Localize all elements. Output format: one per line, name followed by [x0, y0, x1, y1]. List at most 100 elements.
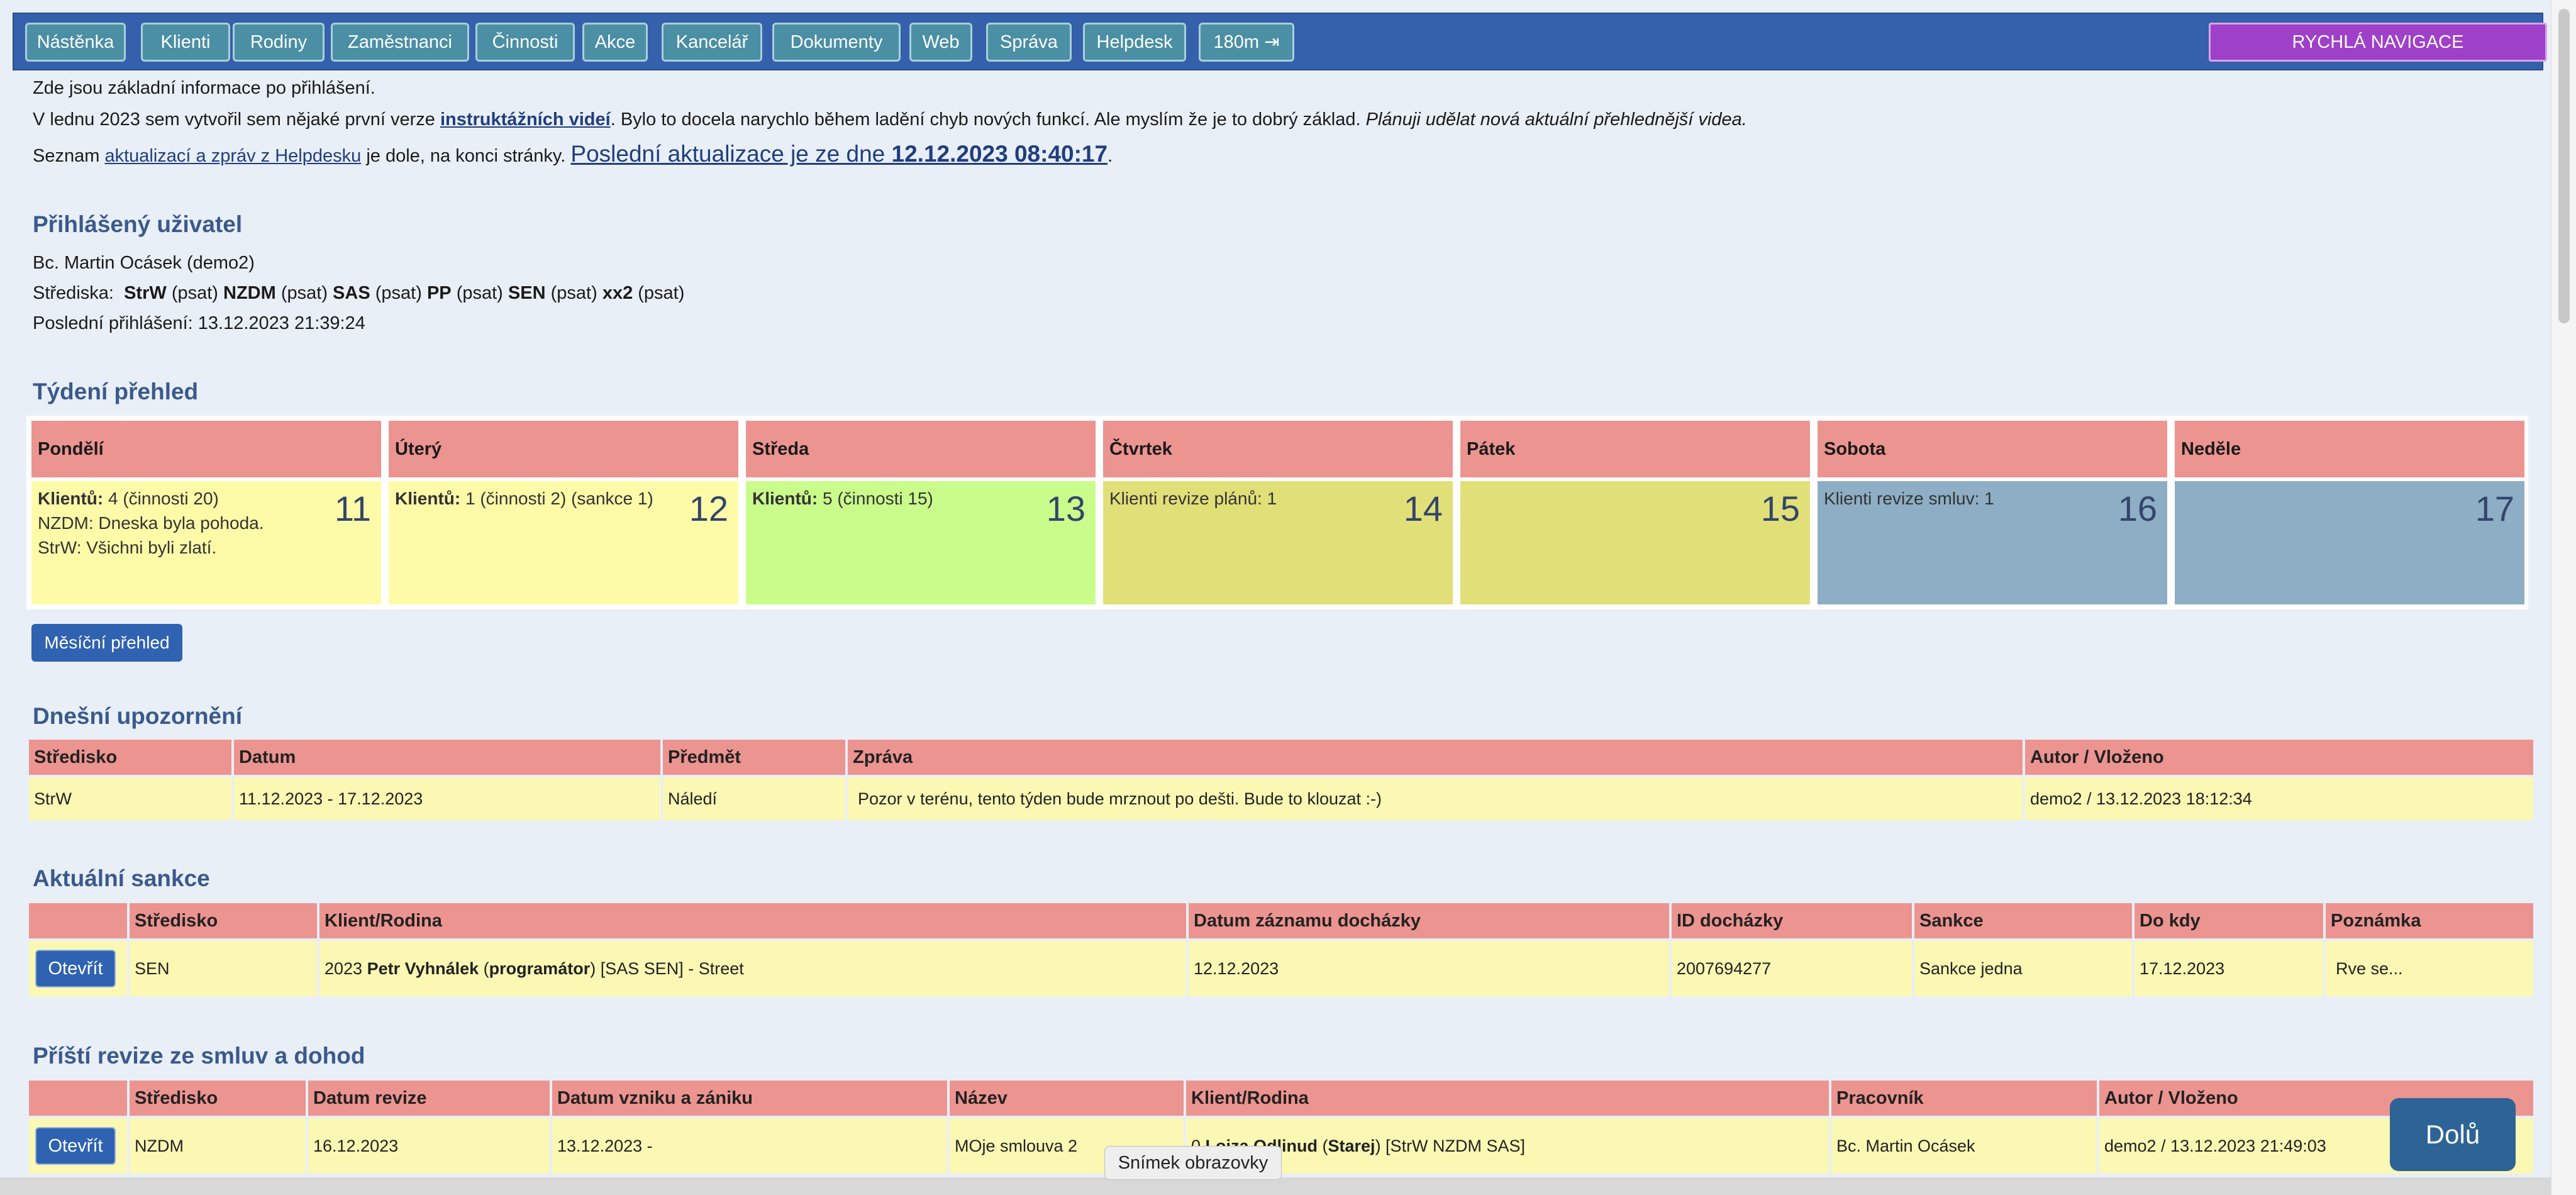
day-header: Neděle — [2175, 421, 2524, 477]
helpdesk-updates-link[interactable]: aktualizací a zpráv z Helpdesku — [104, 146, 362, 166]
col-stredisko: Středisko — [130, 903, 317, 938]
col-predmet: Předmět — [663, 740, 845, 775]
day-note: Klienti revize plánů: 1 — [1109, 489, 1277, 508]
revisions-heading: Příští revize ze smluv a dohod — [33, 1043, 365, 1069]
screenshot-tooltip: Snímek obrazovky — [1104, 1146, 1282, 1180]
top-navbar: Nástěnka Klienti Rodiny Zaměstnanci Činn… — [13, 13, 2547, 70]
col-do-kdy: Do kdy — [2135, 903, 2323, 938]
day-cell[interactable]: Klientů: 5 (činnosti 15) 13 — [746, 481, 1096, 604]
day-note: Klienti revize smluv: 1 — [1824, 489, 1994, 508]
videos-link[interactable]: instruktážních videí — [440, 109, 611, 130]
cell-centre: StrW — [29, 777, 231, 820]
cell-attendance-date: 12.12.2023 — [1189, 941, 1669, 996]
revisions-table: Středisko Datum revize Datum vzniku a zá… — [26, 1078, 2536, 1176]
col-zprava: Zpráva — [848, 740, 2023, 775]
cell-client: 2023 Petr Vyhnálek (programátor) [SAS SE… — [319, 941, 1186, 996]
col-sankce: Sankce — [1914, 903, 2132, 938]
cell-centre: NZDM — [130, 1118, 306, 1174]
col-poznamka: Poznámka — [2326, 903, 2533, 938]
monthly-overview-button[interactable]: Měsíční přehled — [31, 624, 182, 662]
day-header: Sobota — [1818, 421, 2167, 477]
day-note: StrW: Všichni byli zlatí. — [38, 538, 217, 557]
cell-range: 13.12.2023 - — [552, 1118, 947, 1174]
nav-helpdesk[interactable]: Helpdesk — [1083, 23, 1186, 62]
vertical-scrollbar[interactable] — [2551, 0, 2576, 1195]
week-overview-heading: Týdení přehled — [33, 379, 199, 404]
quick-navigation-button[interactable]: RYCHLÁ NAVIGACE — [2209, 23, 2547, 62]
nav-logout-timer[interactable]: 180m ⇥ — [1199, 23, 1294, 62]
col-stredisko: Středisko — [130, 1081, 306, 1116]
sanctions-heading: Aktuální sankce — [33, 865, 210, 891]
day-cell[interactable]: 17 — [2175, 481, 2524, 604]
nav-zamestnanci[interactable]: Zaměstnanci — [331, 23, 469, 62]
day-number: 16 — [2118, 489, 2157, 528]
alerts-table: Středisko Datum Předmět Zpráva Autor / V… — [26, 737, 2536, 823]
alerts-heading: Dnešní upozornění — [33, 703, 242, 729]
col-datum-vzniku: Datum vzniku a zániku — [552, 1081, 947, 1116]
nav-kancelar[interactable]: Kancelář — [662, 23, 762, 62]
intro-line-1: Zde jsou základní informace po přihlášen… — [33, 78, 375, 98]
col-pracovnik: Pracovník — [1831, 1081, 2097, 1116]
cell-message: Pozor v terénu, tento týden bude mrznout… — [848, 777, 2023, 820]
nav-nastenka[interactable]: Nástěnka — [25, 23, 126, 62]
day-header: Středa — [746, 421, 1096, 477]
scrollbar-thumb[interactable] — [2558, 9, 2570, 323]
nav-sprava[interactable]: Správa — [986, 23, 1072, 62]
table-row: StrW 11.12.2023 - 17.12.2023 Náledí Pozo… — [29, 777, 2533, 820]
col-datum: Datum — [234, 740, 660, 775]
day-number: 11 — [334, 489, 371, 528]
open-sanction-button[interactable]: Otevřít — [35, 950, 116, 987]
day-cell[interactable]: Klienti revize smluv: 1 16 — [1818, 481, 2167, 604]
intro-line-3: Seznam aktualizací a zpráv z Helpdesku j… — [33, 141, 1113, 167]
col-nazev: Název — [950, 1081, 1184, 1116]
cell-attendance-id: 2007694277 — [1672, 941, 1912, 996]
day-number: 12 — [689, 489, 728, 528]
cell-worker: Bc. Martin Ocásek — [1831, 1118, 2097, 1174]
day-note: Klientů: 4 (činnosti 20) — [38, 489, 219, 508]
day-cell[interactable]: Klientů: 1 (činnosti 2) (sankce 1) 12 — [389, 481, 738, 604]
last-update-link[interactable]: Poslední aktualizace je ze dne 12.12.202… — [570, 141, 1108, 167]
day-cell[interactable]: Klienti revize plánů: 1 14 — [1103, 481, 1453, 604]
day-note: Klientů: 1 (činnosti 2) (sankce 1) — [395, 489, 653, 508]
day-header: Čtvrtek — [1103, 421, 1453, 477]
nav-web[interactable]: Web — [909, 23, 972, 62]
nav-dokumenty[interactable]: Dokumenty — [772, 23, 901, 62]
open-revision-button[interactable]: Otevřít — [35, 1127, 116, 1165]
cell-subject: Náledí — [663, 777, 845, 820]
user-name: Bc. Martin Ocásek (demo2) — [33, 253, 255, 273]
cell-client: 0 Lojza Odlinud (Starej) [StrW NZDM SAS] — [1186, 1118, 1829, 1174]
day-number: 15 — [1760, 489, 1800, 528]
nav-cinnosti[interactable]: Činnosti — [475, 23, 575, 62]
col-autor: Autor / Vloženo — [2025, 740, 2533, 775]
cell-author: demo2 / 13.12.2023 18:12:34 — [2025, 777, 2533, 820]
day-note: Klientů: 5 (činnosti 15) — [752, 489, 933, 508]
cell-revision-date: 16.12.2023 — [308, 1118, 550, 1174]
day-number: 17 — [2475, 489, 2514, 528]
intro-line-2: V lednu 2023 sem vytvořil sem nějaké prv… — [33, 109, 1747, 130]
last-login: Poslední přihlášení: 13.12.2023 21:39:24 — [33, 313, 365, 333]
day-cell[interactable]: Klientů: 4 (činnosti 20) NZDM: Dneska byl… — [31, 481, 381, 604]
table-row: Otevřít SEN 2023 Petr Vyhnálek (programá… — [29, 941, 2533, 996]
col-klient: Klient/Rodina — [319, 903, 1186, 938]
cell-centre: SEN — [130, 941, 317, 996]
cell-note: Rve se... — [2326, 941, 2533, 996]
day-header: Pondělí — [31, 421, 381, 477]
nav-klienti[interactable]: Klienti — [141, 23, 230, 62]
day-number: 13 — [1046, 489, 1085, 528]
nav-rodiny[interactable]: Rodiny — [233, 23, 325, 62]
col-klient: Klient/Rodina — [1186, 1081, 1829, 1116]
user-centres: Střediska: StrW (psat) NZDM (psat) SAS (… — [33, 283, 685, 303]
col-id-dochazky: ID docházky — [1672, 903, 1912, 938]
sanctions-table: Středisko Klient/Rodina Datum záznamu do… — [26, 901, 2536, 999]
scroll-down-button[interactable]: Dolů — [2390, 1098, 2516, 1171]
col-stredisko: Středisko — [29, 740, 231, 775]
cell-until: 17.12.2023 — [2135, 941, 2323, 996]
table-row: Otevřít NZDM 16.12.2023 13.12.2023 - MOj… — [29, 1118, 2533, 1174]
cell-sanction: Sankce jedna — [1914, 941, 2132, 996]
day-cell[interactable]: 15 — [1460, 481, 1810, 604]
nav-akce[interactable]: Akce — [582, 23, 648, 62]
col-action — [29, 1081, 127, 1116]
day-header: Pátek — [1460, 421, 1810, 477]
day-number: 14 — [1403, 489, 1443, 528]
day-note: NZDM: Dneska byla pohoda. — [38, 513, 264, 533]
